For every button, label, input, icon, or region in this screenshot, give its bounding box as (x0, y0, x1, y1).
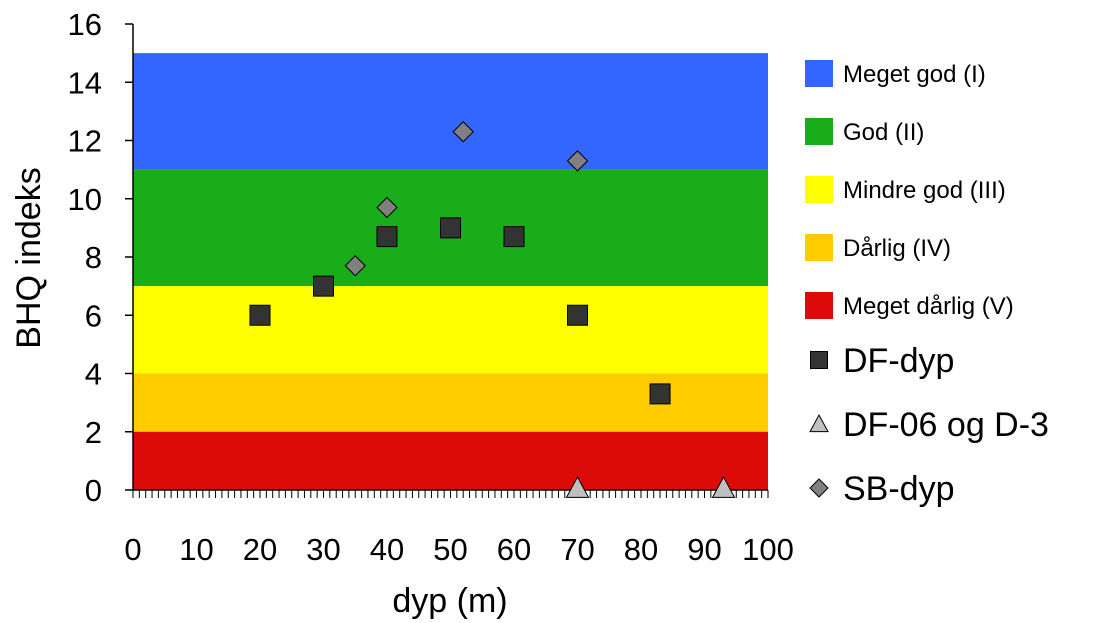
legend-label: DF-dyp (843, 342, 954, 380)
legend-label: God (II) (843, 119, 924, 146)
y-tick-label: 16 (68, 7, 102, 42)
point-square (503, 226, 525, 248)
y-tick-label: 8 (85, 240, 102, 275)
legend-swatch (805, 176, 833, 203)
y-tick-label: 14 (68, 65, 102, 100)
legend-label: Mindre god (III) (843, 177, 1006, 204)
legend-label: Meget god (I) (843, 61, 986, 88)
x-axis-label: dyp (m) (392, 582, 507, 620)
y-tick-label: 0 (85, 473, 102, 508)
point-square (649, 383, 671, 405)
legend-marker (809, 413, 829, 433)
x-tick-label: 10 (179, 532, 213, 567)
x-tick-label: 90 (687, 532, 721, 567)
x-tick-label: 60 (497, 532, 531, 567)
legend-swatch (805, 60, 833, 87)
legend-label: DF-06 og D-3 (843, 406, 1049, 444)
y-axis-label: BHQ indeks (10, 167, 48, 348)
x-tick-label: 70 (560, 532, 594, 567)
legend-marker (809, 478, 829, 498)
band-1 (133, 53, 768, 170)
series-sb-dyp (344, 121, 589, 277)
point-square (313, 275, 334, 297)
x-tick-label: 0 (124, 532, 141, 567)
legend-swatch (805, 118, 833, 145)
legend-swatch (805, 234, 833, 261)
point-triangle (711, 475, 736, 498)
point-triangle (565, 475, 590, 498)
band-3 (133, 286, 768, 374)
y-tick-label: 12 (68, 124, 102, 159)
point-diamond (566, 150, 589, 172)
series-df-dyp (249, 217, 671, 405)
legend-label: SB-dyp (843, 470, 955, 508)
legend-label: Meget dårlig (V) (843, 293, 1014, 320)
data-points (249, 121, 736, 498)
point-diamond (376, 196, 398, 219)
y-tick-label: 10 (68, 182, 102, 217)
point-square (440, 217, 461, 239)
y-tick-label: 4 (85, 357, 102, 392)
x-tick-label: 40 (370, 532, 404, 567)
point-diamond (452, 121, 474, 143)
axis-ticks: 0 2 4 6 8 10 12 14 16 0 10 20 30 40 50 60 70 80 90 100 (68, 7, 794, 567)
legend-label: Dårlig (IV) (843, 235, 951, 262)
x-tick-label: 30 (306, 532, 340, 567)
x-tick-label: 50 (433, 532, 467, 567)
point-square (567, 304, 588, 326)
point-square (249, 304, 271, 326)
quality-bands (133, 53, 768, 490)
point-square (376, 226, 398, 248)
legend: Meget god (I) God (II) Mindre god (III) Dår… (805, 60, 1049, 508)
band-5 (133, 431, 768, 490)
y-tick-label: 2 (85, 415, 102, 450)
series-df-06-og-d-3 (565, 475, 736, 498)
legend-swatch (805, 292, 833, 319)
point-diamond (344, 255, 366, 277)
legend-marker (810, 351, 828, 369)
x-tick-label: 100 (742, 532, 794, 567)
x-tick-label: 80 (624, 532, 658, 567)
band-4 (133, 373, 768, 432)
y-tick-label: 6 (85, 298, 102, 333)
x-tick-label: 20 (243, 532, 277, 567)
